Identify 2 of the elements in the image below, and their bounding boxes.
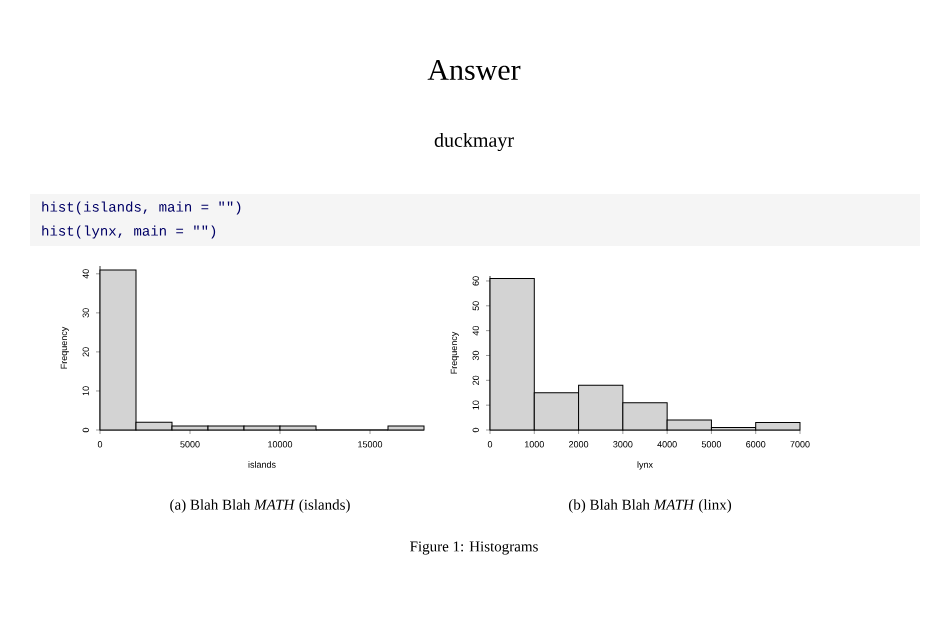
text: duckmayr xyxy=(434,132,514,152)
text: Answer xyxy=(427,59,521,81)
